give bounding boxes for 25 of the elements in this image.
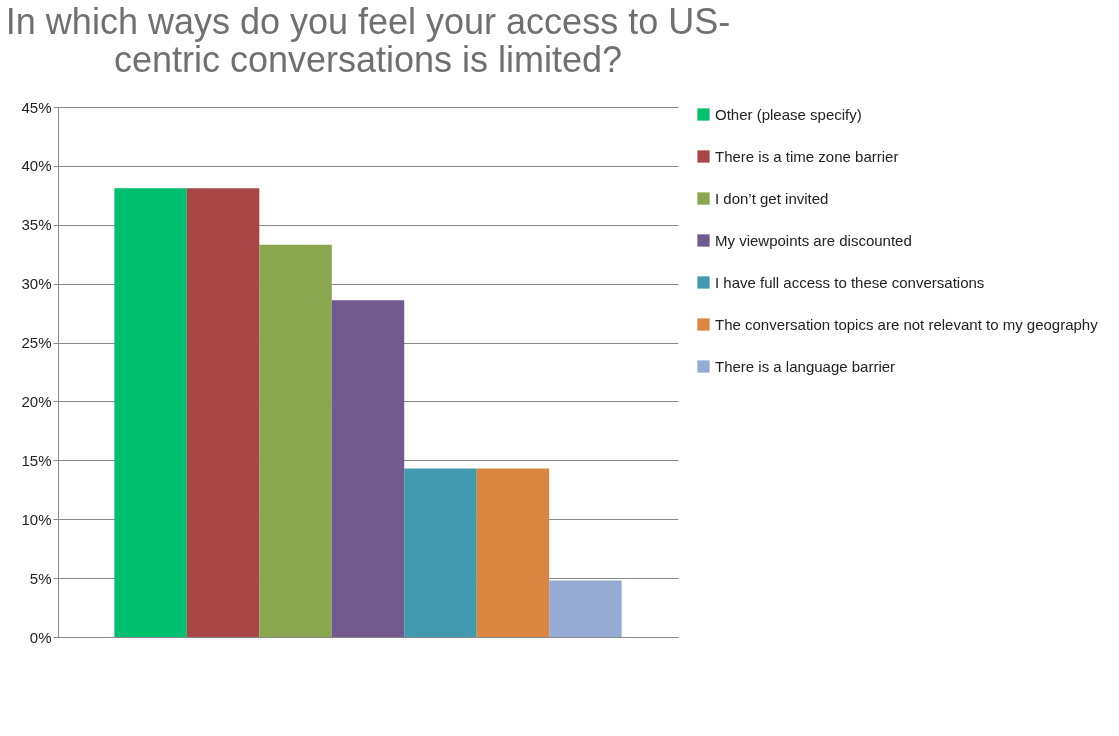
legend-label: There is a time zone barrier: [715, 147, 899, 165]
bar: [186, 188, 260, 637]
legend-label: I don’t get invited: [715, 189, 829, 207]
legend-label: The conversation topics are not relevant to my geography: [715, 315, 1099, 333]
bar: [404, 468, 477, 637]
bar: [331, 300, 405, 637]
y-tick-label: 15%: [21, 451, 52, 469]
bar: [114, 188, 187, 637]
y-tick-label: 10%: [21, 510, 52, 528]
y-tick-label: 30%: [21, 275, 52, 293]
legend-label: Other (please specify): [715, 105, 862, 123]
legend-label: I have full access to these conversations: [715, 273, 985, 291]
bar: [476, 468, 550, 637]
y-tick-label: 20%: [21, 392, 52, 410]
y-tick-label: 40%: [21, 157, 52, 175]
legend-label: There is a language barrier: [715, 357, 896, 375]
bar: [549, 580, 622, 637]
y-tick-label: 5%: [29, 569, 52, 587]
y-tick-label: 0%: [29, 628, 52, 646]
legend-label: My viewpoints are discounted: [715, 231, 912, 249]
y-tick-label: 35%: [21, 216, 52, 234]
y-tick-label: 45%: [21, 98, 52, 116]
y-tick-label: 25%: [21, 334, 52, 352]
chart-title: In which ways do you feel your access to US-centric conversations is limited?: [5, 1, 731, 80]
bar: [259, 244, 332, 637]
